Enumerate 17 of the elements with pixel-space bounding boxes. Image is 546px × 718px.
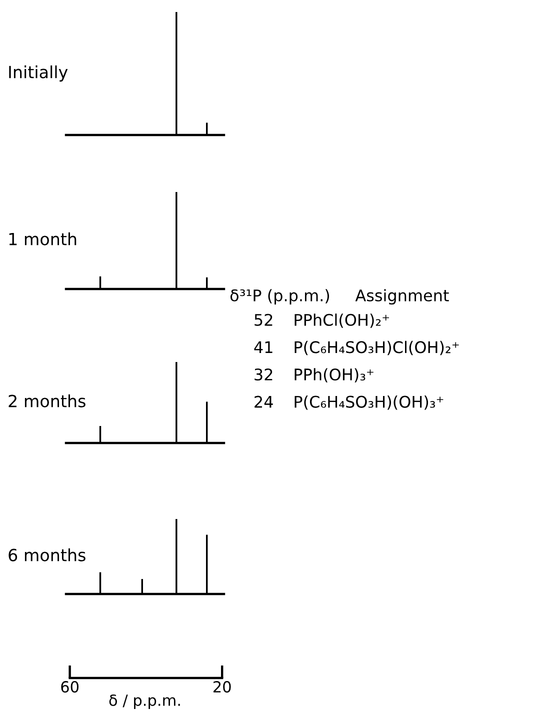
- text: 41: [254, 341, 272, 354]
- text: 32: [254, 368, 272, 381]
- text: PPhCl(OH)₂⁺: [294, 314, 389, 328]
- text: 2 months: [8, 394, 86, 408]
- text: 52: [254, 314, 272, 326]
- text: 24: [254, 396, 273, 408]
- x-tick-label: 20: [213, 681, 231, 693]
- text: P(C₆H₄SO₃H)(OH)₃⁺: [294, 395, 444, 410]
- text: P(C₆H₄SO₃H)Cl(OH)₂⁺: [294, 340, 459, 356]
- text: 6 months: [8, 548, 86, 562]
- x-axis-title: δ / p.p.m.: [109, 694, 180, 709]
- text: Assignment: [355, 289, 449, 305]
- text: δ³¹P (p.p.m.): [230, 289, 330, 305]
- x-tick-label: 60: [61, 681, 79, 693]
- text: Initially: [9, 65, 68, 82]
- text: PPh(OH)₃⁺: [294, 368, 374, 382]
- text: 1 month: [9, 232, 76, 246]
